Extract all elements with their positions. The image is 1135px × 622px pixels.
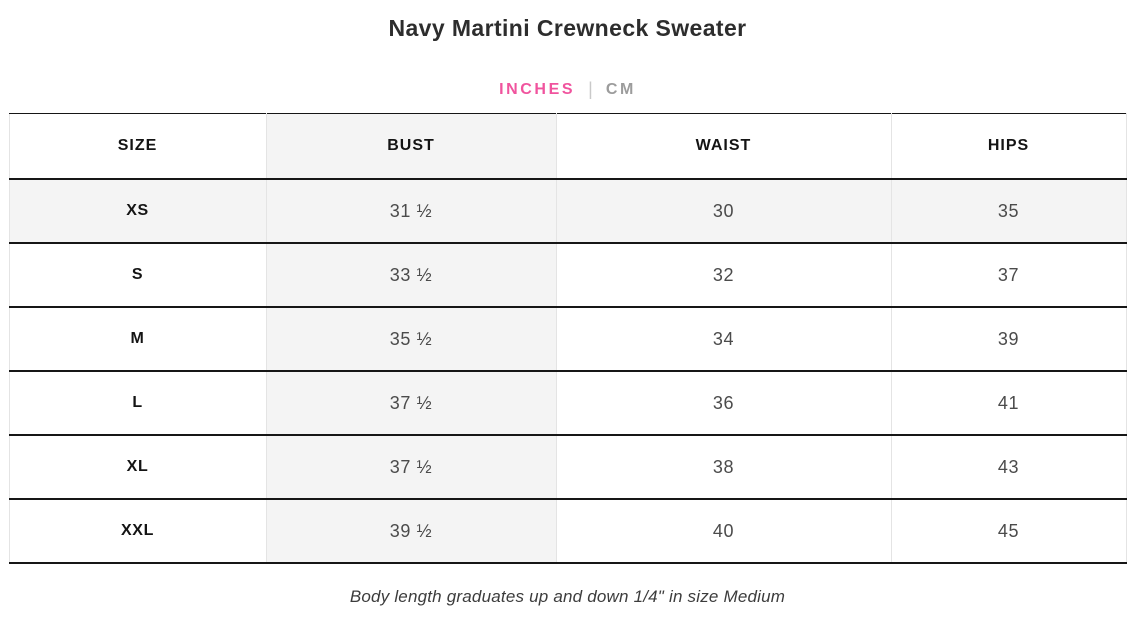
hips-cell: 35 [890, 179, 1127, 244]
table-header-row: SIZE BUST WAIST HIPS [8, 113, 1127, 180]
waist-cell: 32 [555, 243, 892, 308]
column-header-hips: HIPS [890, 113, 1127, 180]
size-cell: M [8, 307, 267, 372]
waist-cell: 34 [555, 307, 892, 372]
hips-cell: 37 [890, 243, 1127, 308]
size-chart-table: SIZE BUST WAIST HIPS XS 31 ½ 30 35 S 33 … [8, 113, 1127, 564]
table-row: XXL 39 ½ 40 45 [8, 499, 1127, 564]
size-cell: XL [8, 435, 267, 500]
waist-cell: 38 [555, 435, 892, 500]
hips-cell: 45 [890, 499, 1127, 564]
column-header-bust: BUST [265, 113, 557, 180]
footnote: Body length graduates up and down 1/4" i… [349, 587, 786, 606]
bust-cell: 31 ½ [265, 179, 557, 244]
size-cell: XS [8, 179, 267, 244]
table-row: L 37 ½ 36 41 [8, 371, 1127, 436]
size-cell: S [8, 243, 267, 308]
bust-cell: 37 ½ [265, 371, 557, 436]
waist-cell: 30 [555, 179, 892, 244]
column-header-size: SIZE [8, 113, 267, 180]
hips-cell: 39 [890, 307, 1127, 372]
size-cell: L [8, 371, 267, 436]
unit-separator: | [588, 79, 593, 99]
column-header-waist: WAIST [555, 113, 892, 180]
bust-cell: 33 ½ [265, 243, 557, 308]
unit-cm-button[interactable]: CM [605, 80, 636, 98]
table-row: S 33 ½ 32 37 [8, 243, 1127, 308]
table-row: XL 37 ½ 38 43 [8, 435, 1127, 500]
unit-inches-button[interactable]: INCHES [499, 80, 576, 98]
unit-toggle: INCHES | CM [0, 79, 1135, 100]
hips-cell: 43 [890, 435, 1127, 500]
waist-cell: 40 [555, 499, 892, 564]
bust-cell: 39 ½ [265, 499, 557, 564]
table-row: M 35 ½ 34 39 [8, 307, 1127, 372]
page-title: Navy Martini Crewneck Sweater [388, 15, 747, 41]
table-row: XS 31 ½ 30 35 [8, 179, 1127, 244]
waist-cell: 36 [555, 371, 892, 436]
hips-cell: 41 [890, 371, 1127, 436]
bust-cell: 35 ½ [265, 307, 557, 372]
size-cell: XXL [8, 499, 267, 564]
bust-cell: 37 ½ [265, 435, 557, 500]
